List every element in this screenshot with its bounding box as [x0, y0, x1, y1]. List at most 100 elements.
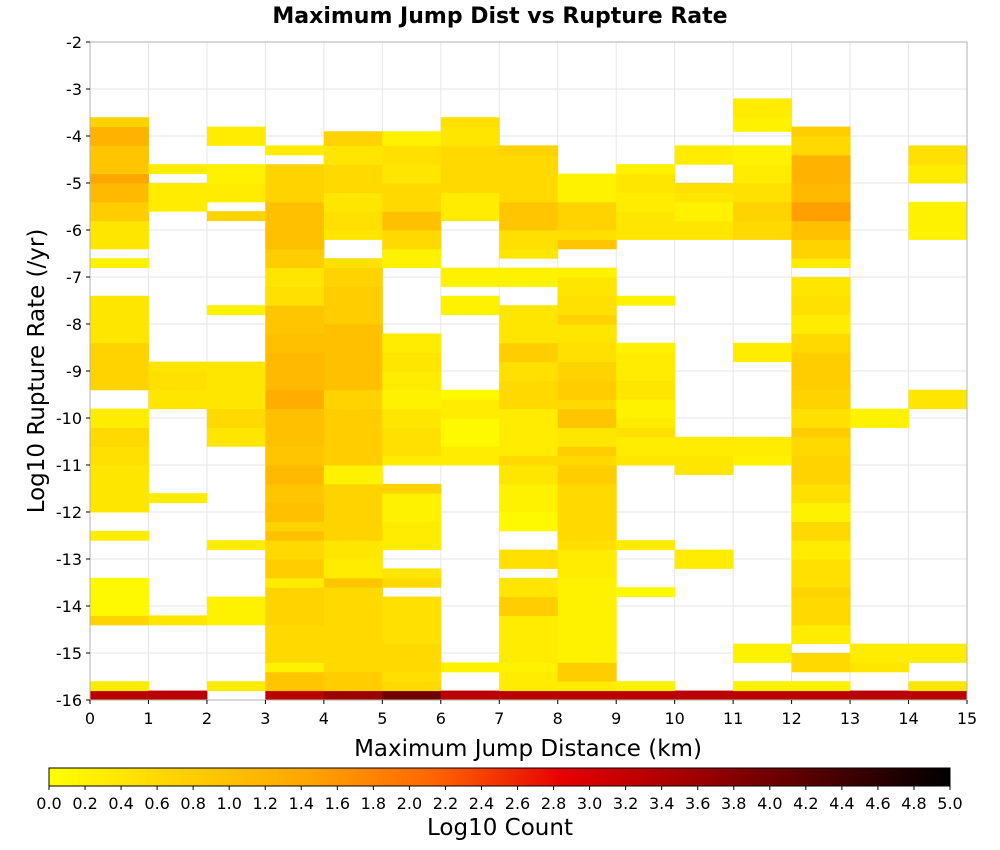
heatmap-cell	[90, 530, 149, 541]
heatmap-cell	[206, 427, 266, 447]
heatmap-cell	[616, 427, 676, 438]
heatmap-cell	[323, 577, 383, 588]
heatmap-cell	[733, 164, 793, 184]
x-tick-label: 4	[319, 709, 329, 728]
heatmap-cell	[908, 681, 968, 692]
heatmap-cell	[499, 145, 559, 156]
y-tick-label: -4	[66, 127, 82, 146]
heatmap-cell	[265, 201, 325, 250]
heatmap-cell	[499, 267, 559, 287]
heatmap-cell	[499, 662, 559, 673]
heatmap-cell	[733, 98, 793, 118]
heatmap-cell	[382, 690, 442, 701]
x-tick-label: 14	[898, 709, 918, 728]
heatmap-cell	[791, 220, 851, 240]
heatmap-cell	[499, 512, 559, 532]
heatmap-cell	[733, 342, 793, 363]
heatmap-cell	[323, 559, 383, 579]
heatmap-cell	[616, 192, 676, 212]
heatmap-cell	[90, 183, 149, 203]
colorbar	[48, 767, 951, 787]
heatmap-cell	[265, 333, 325, 353]
heatmap-cell	[265, 267, 325, 287]
heatmap-cell	[499, 596, 559, 616]
heatmap-cell	[616, 455, 676, 466]
heatmap-cell	[499, 483, 559, 513]
y-tick-label: -16	[56, 691, 82, 710]
heatmap-cell	[265, 352, 325, 391]
heatmap-cell	[382, 211, 442, 231]
heatmap-cell	[323, 324, 383, 391]
colorbar-tick-label: 1.4	[289, 794, 314, 813]
heatmap-cell	[148, 493, 208, 504]
heatmap-cell	[206, 305, 266, 316]
heatmap-cell	[499, 455, 559, 466]
x-tick-label: 6	[436, 709, 446, 728]
heatmap-cell	[733, 145, 793, 165]
colorbar-tick-label: 4.4	[829, 794, 854, 813]
heatmap-cell	[440, 145, 500, 165]
heatmap-cell	[791, 314, 851, 334]
heatmap-cell	[499, 549, 559, 569]
colorbar-tick-label: 3.2	[613, 794, 638, 813]
y-tick-label: -13	[56, 550, 82, 569]
heatmap-cell	[90, 408, 149, 428]
heatmap-cell	[557, 427, 617, 447]
heatmap-cell	[323, 164, 383, 193]
heatmap-cell	[440, 164, 500, 193]
heatmap-cell	[616, 436, 676, 457]
heatmap-cell	[323, 145, 383, 165]
heatmap-cell	[557, 361, 617, 381]
heatmap-cell	[206, 126, 266, 146]
colorbar-tick-label: 2.6	[505, 794, 530, 813]
heatmap-cell	[440, 192, 500, 222]
y-tick-label: -5	[66, 174, 82, 193]
heatmap-cell	[323, 408, 383, 466]
colorbar-tick-label: 1.2	[253, 794, 278, 813]
heatmap-cell	[674, 183, 734, 193]
heatmap-cell	[382, 352, 442, 372]
heatmap-cell	[382, 427, 442, 457]
heatmap-cell	[616, 342, 676, 353]
heatmap-cell	[791, 126, 851, 137]
heatmap-cell	[616, 681, 676, 692]
colorbar-tick-label: 4.6	[865, 794, 890, 813]
heatmap-cell	[382, 568, 442, 579]
heatmap-cell	[557, 380, 617, 400]
heatmap-cell	[733, 183, 793, 203]
heatmap-cell	[616, 295, 676, 306]
heatmap-cell	[908, 164, 968, 184]
heatmap-cell	[265, 690, 325, 701]
heatmap-cell	[499, 465, 559, 485]
heatmap-cell	[440, 418, 500, 447]
heatmap-cell	[733, 643, 793, 663]
colorbar-tick-label: 2.2	[433, 794, 458, 813]
heatmap-cell	[382, 230, 442, 250]
heatmap-cell	[908, 145, 968, 165]
heatmap-cell	[791, 559, 851, 588]
x-tick-label: 15	[957, 709, 977, 728]
x-axis-ticks: 0 1 2 3 4 5 6 7 8 9 10 11 12 13 14 15	[85, 700, 977, 728]
x-axis-label: Maximum Jump Distance (km)	[354, 736, 702, 762]
y-tick-label: -14	[56, 597, 82, 616]
heatmap-cell	[850, 662, 910, 673]
heatmap-cell	[323, 587, 383, 654]
heatmap-cell	[265, 624, 325, 663]
heatmap-cell	[557, 690, 617, 701]
heatmap-cell	[440, 267, 500, 287]
x-tick-label: 12	[781, 709, 801, 728]
heatmap-cell	[265, 164, 325, 203]
heatmap-cell	[733, 117, 793, 132]
colorbar-tick-label: 2.8	[541, 794, 566, 813]
heatmap-cell	[90, 465, 149, 513]
heatmap-cell	[557, 465, 617, 485]
heatmap-cell	[265, 446, 325, 466]
heatmap-cell	[499, 314, 559, 344]
heatmap-cell	[908, 389, 968, 410]
heatmap-cell	[265, 408, 325, 447]
heatmap-cell	[499, 361, 559, 381]
heatmap-cell	[557, 201, 617, 231]
heatmap-cell	[90, 690, 149, 701]
heatmap-cell	[791, 427, 851, 438]
